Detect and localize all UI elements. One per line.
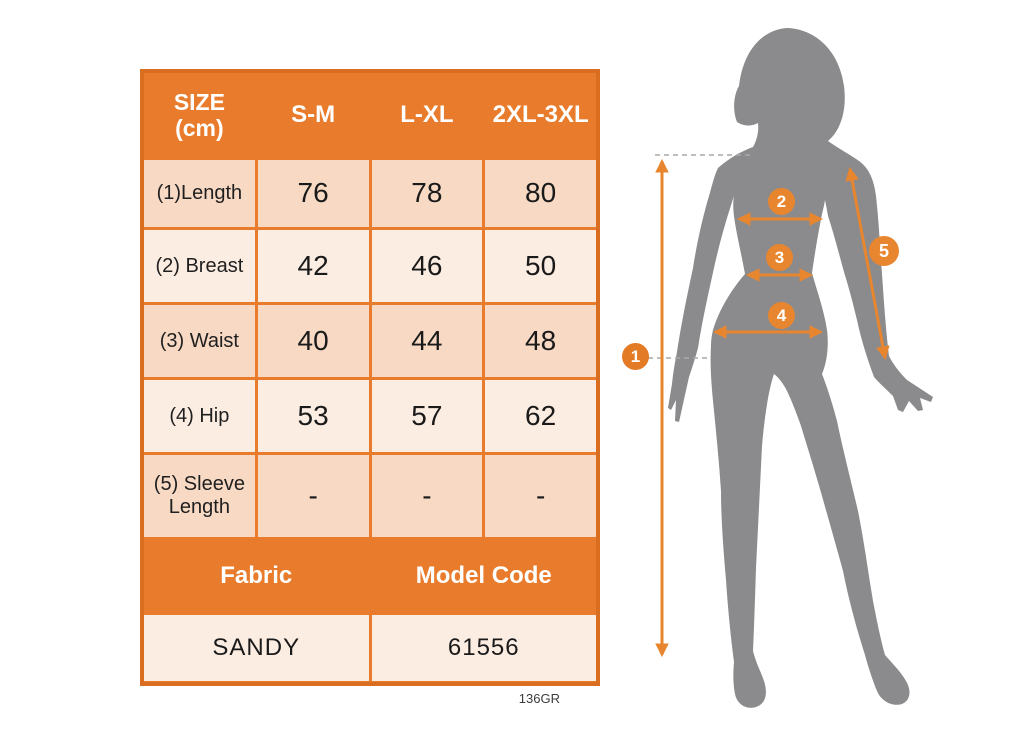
measurement-value: 50 xyxy=(485,230,596,302)
fabric-value-cell: SANDY xyxy=(144,615,369,681)
measurement-value: 48 xyxy=(485,305,596,377)
measure-badge-1: 1 xyxy=(622,343,649,370)
measurement-value: 40 xyxy=(257,305,369,377)
figure-svg xyxy=(648,28,933,708)
measure-badge-3: 3 xyxy=(766,244,793,271)
measure-badge-5: 5 xyxy=(869,236,899,266)
measurement-value: 42 xyxy=(257,230,369,302)
measurement-value: - xyxy=(371,455,483,537)
measurement-value: - xyxy=(257,455,369,537)
measurement-label-length: (1)Length xyxy=(144,160,255,227)
sleeve-arrow-icon xyxy=(845,166,890,361)
measurement-value: 44 xyxy=(371,305,483,377)
measurement-value: 57 xyxy=(371,380,483,452)
model-code-header-cell: Model Code xyxy=(371,540,596,612)
measurement-label-hip: (4) Hip xyxy=(144,380,255,452)
column-header-s-m: S-M xyxy=(257,73,369,157)
measurement-value: 78 xyxy=(371,160,483,227)
measurement-label-waist: (3) Waist xyxy=(144,305,255,377)
measurement-value: 76 xyxy=(257,160,369,227)
measurement-value: 62 xyxy=(485,380,596,452)
body-silhouette-icon xyxy=(668,28,933,708)
measurement-value: 53 xyxy=(257,380,369,452)
measure-badge-2: 2 xyxy=(768,188,795,215)
column-header-l-xl: L-XL xyxy=(371,73,483,157)
measurement-label-breast: (2) Breast xyxy=(144,230,255,302)
size-chart-table: SIZE (cm) S-M L-XL 2XL-3XL (1)Length 76 … xyxy=(140,69,600,686)
fabric-header-cell: Fabric xyxy=(144,540,369,612)
measurement-figure: 1 2 3 4 5 xyxy=(615,0,1024,756)
product-code-note: 136GR xyxy=(518,691,560,706)
measurement-label-sleeve-length: (5) Sleeve Length xyxy=(144,455,255,537)
model-code-value-cell: 61556 xyxy=(371,615,596,681)
measure-badge-4: 4 xyxy=(768,302,795,329)
column-header-2xl-3xl: 2XL-3XL xyxy=(485,73,596,157)
measurement-value: - xyxy=(485,455,596,537)
size-unit-header: SIZE (cm) xyxy=(144,73,255,157)
measurement-value: 80 xyxy=(485,160,596,227)
measurement-value: 46 xyxy=(371,230,483,302)
